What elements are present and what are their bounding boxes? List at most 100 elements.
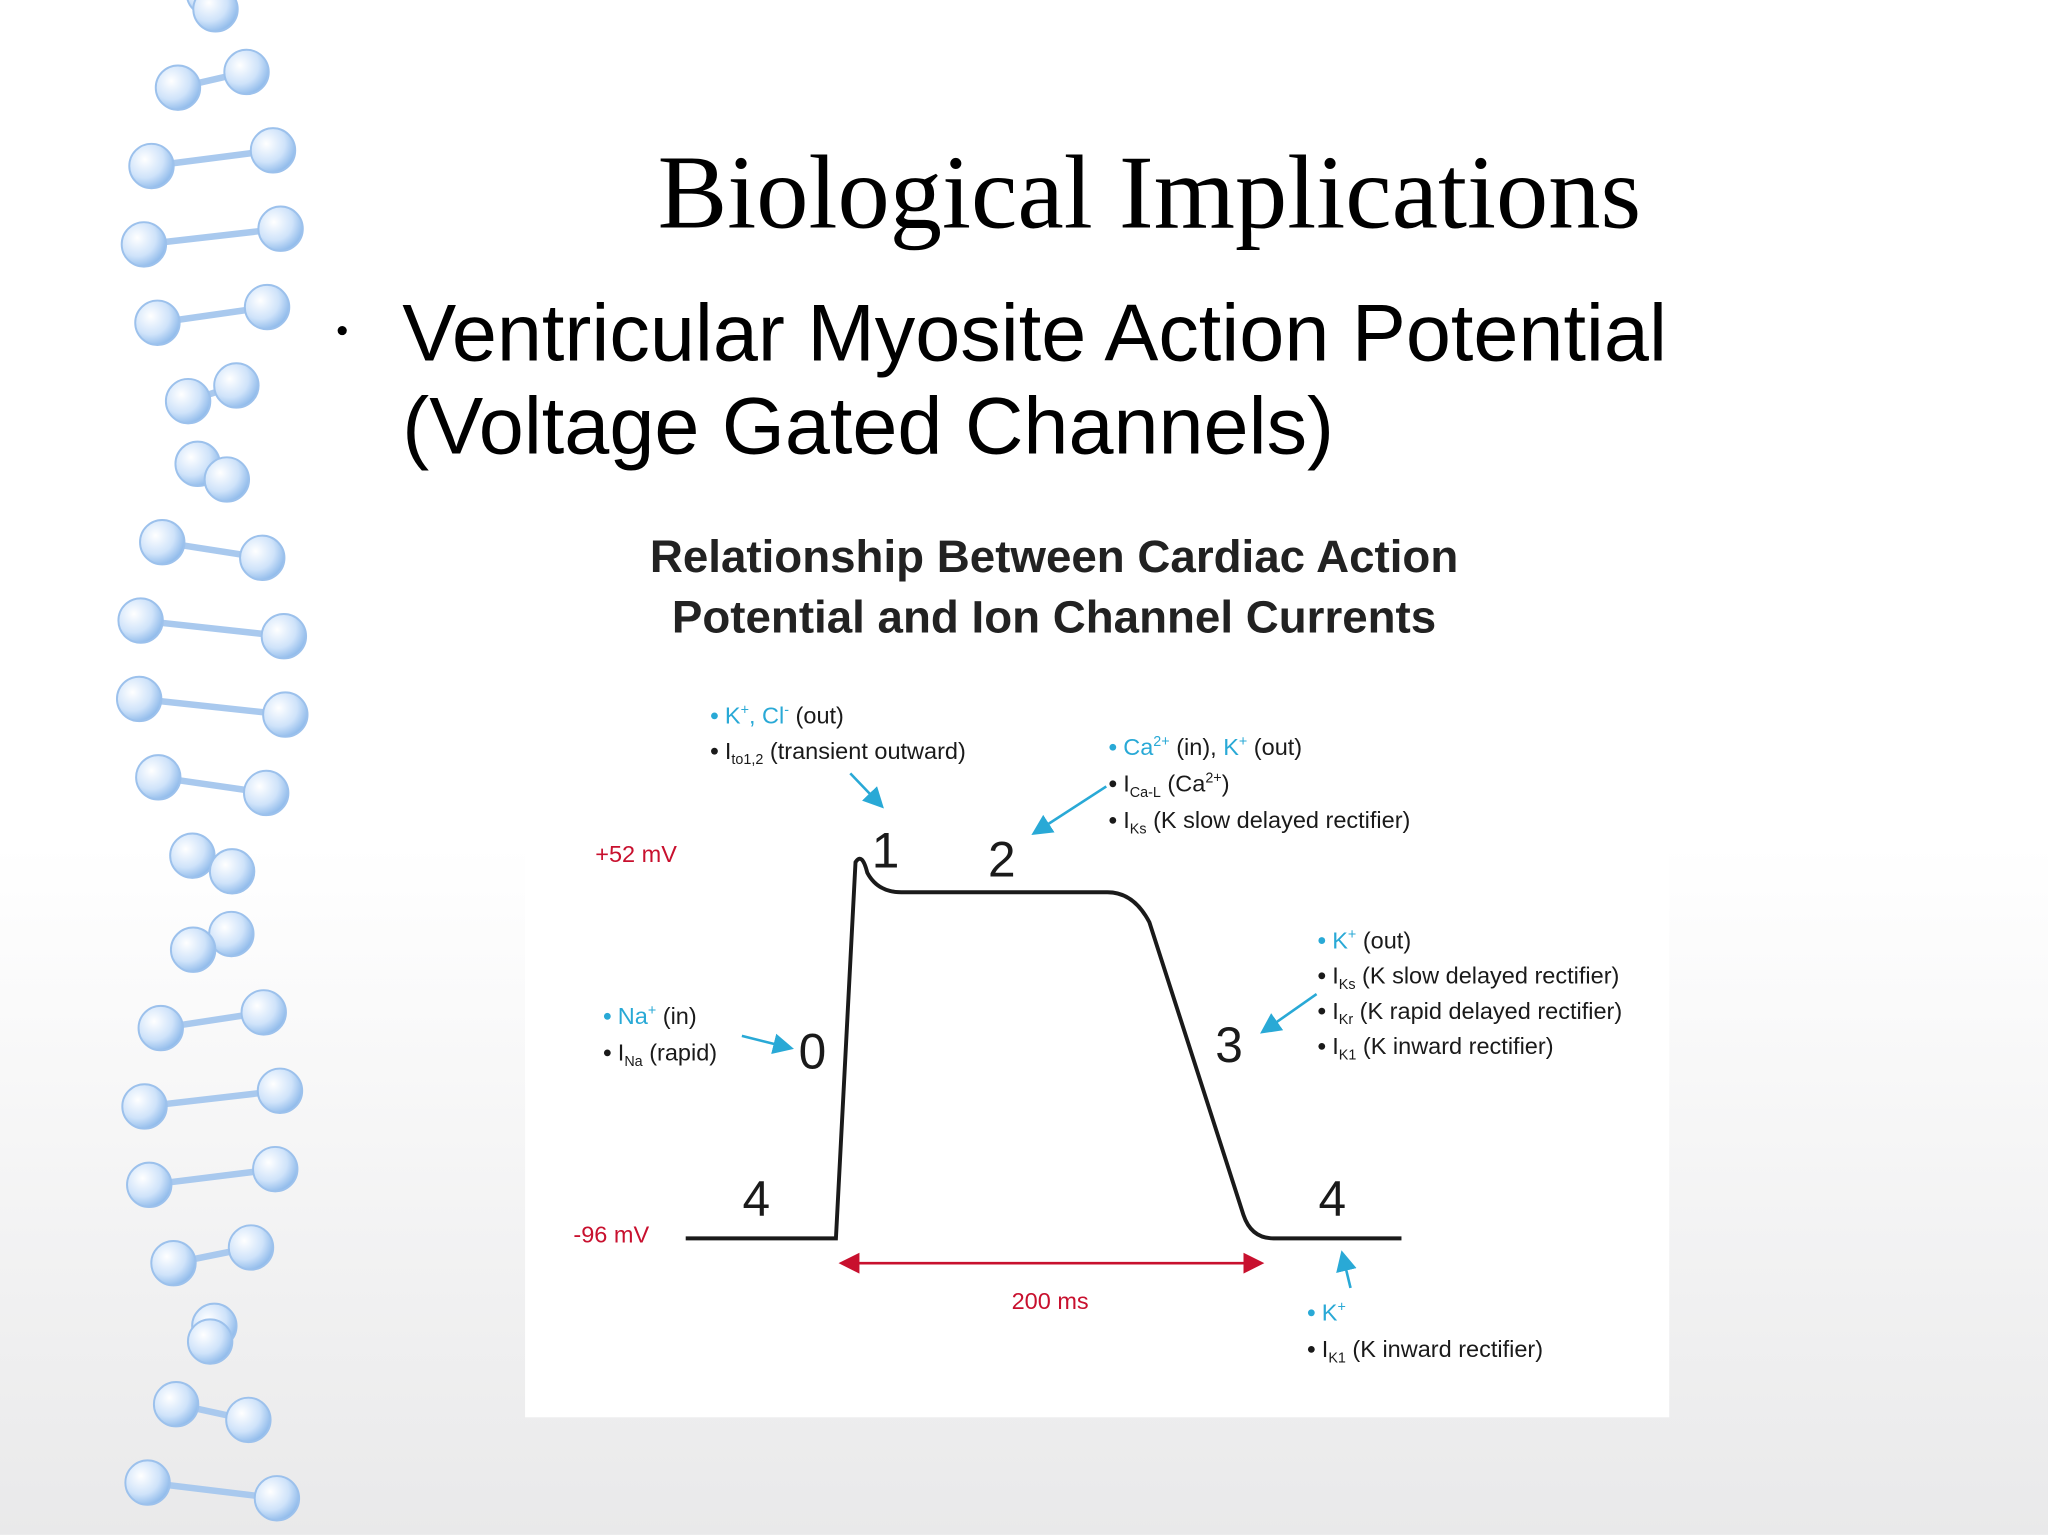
bullet-dot [1307,1309,1315,1317]
dna-ball [239,534,286,582]
annotation-line: IK1 (K inward rectifier) [1332,1033,1553,1063]
annotation-run: K1 [1328,1350,1346,1366]
phase-number: 1 [872,822,900,878]
slide-title: Biological Implications [658,134,1642,250]
annotation-run: (K rapid delayed rectifier) [1353,998,1622,1024]
phase-labels: 0 1 2 3 4 4 [742,822,1346,1227]
dna-ball [128,142,175,190]
annotation-run: , Cl [749,703,784,729]
bullet-dot [711,712,718,720]
annotation-run: Kr [1339,1012,1354,1028]
dna-ball [243,769,290,817]
dna-ball [227,1224,275,1271]
annotation-run: + [1239,734,1247,750]
dna-ball [203,456,251,503]
annotation-run: + [1337,1300,1345,1316]
bullet-dot [603,1049,611,1057]
annotation-run: 2+ [1153,734,1169,750]
phase-number: 3 [1215,1017,1243,1073]
dna-ball [262,691,309,738]
annotation-run: K [1332,927,1348,953]
dna-ball [249,127,297,174]
pointer-arrow [1336,1250,1357,1289]
annotation-run: I [1332,1033,1339,1059]
dna-ball [260,613,308,660]
annotations: Na+ (in)INa (rapid)K+, Cl- (out)Ito1,2 (… [603,703,1622,1366]
annotation-line: IKr (K rapid delayed rectifier) [1332,998,1622,1028]
bullet-dot [1109,780,1117,788]
annotation-run: (K inward rectifier) [1346,1336,1543,1362]
dna-ball [192,0,239,33]
arrows [741,772,1357,1289]
dna-decoration [115,0,309,1522]
duration-label: 200 ms [1012,1288,1089,1314]
phase-number: 4 [1318,1171,1346,1227]
annotation-run: (out) [1356,927,1411,953]
annotation-line: Ito1,2 (transient outward) [725,738,966,768]
dna-ball [126,1161,173,1208]
dna-ball [150,1239,197,1287]
annotation-run: Na [624,1054,642,1070]
annotation-run: (in) [656,1003,696,1029]
annotation-run: (K slow delayed rectifier) [1356,963,1620,989]
dna-ball [256,1067,304,1114]
annotation-run: I [1332,963,1339,989]
dna-ball [117,597,164,644]
bullet-dot [1109,743,1117,751]
pointer-arrow [849,772,884,809]
figure-title: Potential and Ion Channel Currents [672,591,1436,642]
bullet-dot [1318,972,1326,980]
annotation-run: K [1223,734,1239,760]
phase-number: 2 [988,832,1016,888]
phase-number: 4 [742,1171,770,1227]
annotation-line: K+ [1322,1300,1346,1326]
dna-ball [243,283,291,331]
annotation-line: Ca2+ (in), K+ (out) [1123,734,1302,760]
annotation-run: - [784,703,789,719]
dna-ball [120,221,168,268]
figure-title: Relationship Between Cardiac Action [650,531,1458,582]
voltage-label: +52 mV [595,841,677,867]
bullet-dot [1109,817,1117,824]
dna-rung [138,695,286,718]
action-potential-curve [685,856,1402,1241]
dna-ball [115,675,163,723]
annotation-line: ICa-L (Ca2+) [1123,771,1229,801]
annotation-run: K1 [1339,1047,1357,1063]
bullet-dot [1318,937,1326,944]
dna-ball [208,848,256,895]
annotation-line: IK1 (K inward rectifier) [1322,1336,1543,1366]
annotation-run: + [741,703,749,719]
dna-ball [240,989,287,1036]
bullet-dot [337,326,347,336]
annotation-run: to1,2 [731,752,763,768]
phase-number: 0 [799,1024,827,1080]
annotation-run: (K inward rectifier) [1356,1033,1553,1059]
dna-ball [213,362,260,409]
bullet-dot [1318,1042,1326,1050]
annotation-run: (out) [1247,734,1302,760]
annotation-run: (Ca [1161,771,1206,797]
annotation-run: ) [1222,771,1230,797]
dna-ball [164,377,212,425]
annotation-line: K+, Cl- (out) [725,703,844,729]
dna-ball [186,1318,234,1365]
annotation-run: I [725,738,732,764]
annotation-run: K [725,703,741,729]
annotation-line: IKs (K slow delayed rectifier) [1123,807,1410,837]
annotation-run: K [1322,1300,1338,1326]
dna-ball [135,754,182,801]
pointer-arrow [741,1033,794,1054]
annotation-run: + [648,1003,656,1019]
dna-ball [169,926,217,973]
annotation-run: I [1123,807,1130,833]
annotation-run: I [618,1040,625,1066]
dna-ball [124,1459,171,1506]
voltage-label: -96 mV [573,1221,649,1247]
annotation-line: IKs (K slow delayed rectifier) [1332,963,1619,993]
bullet-dot [603,1012,611,1020]
annotation-run: I [1322,1336,1329,1362]
dna-ball [137,1004,184,1052]
annotation-run: + [1348,927,1356,943]
